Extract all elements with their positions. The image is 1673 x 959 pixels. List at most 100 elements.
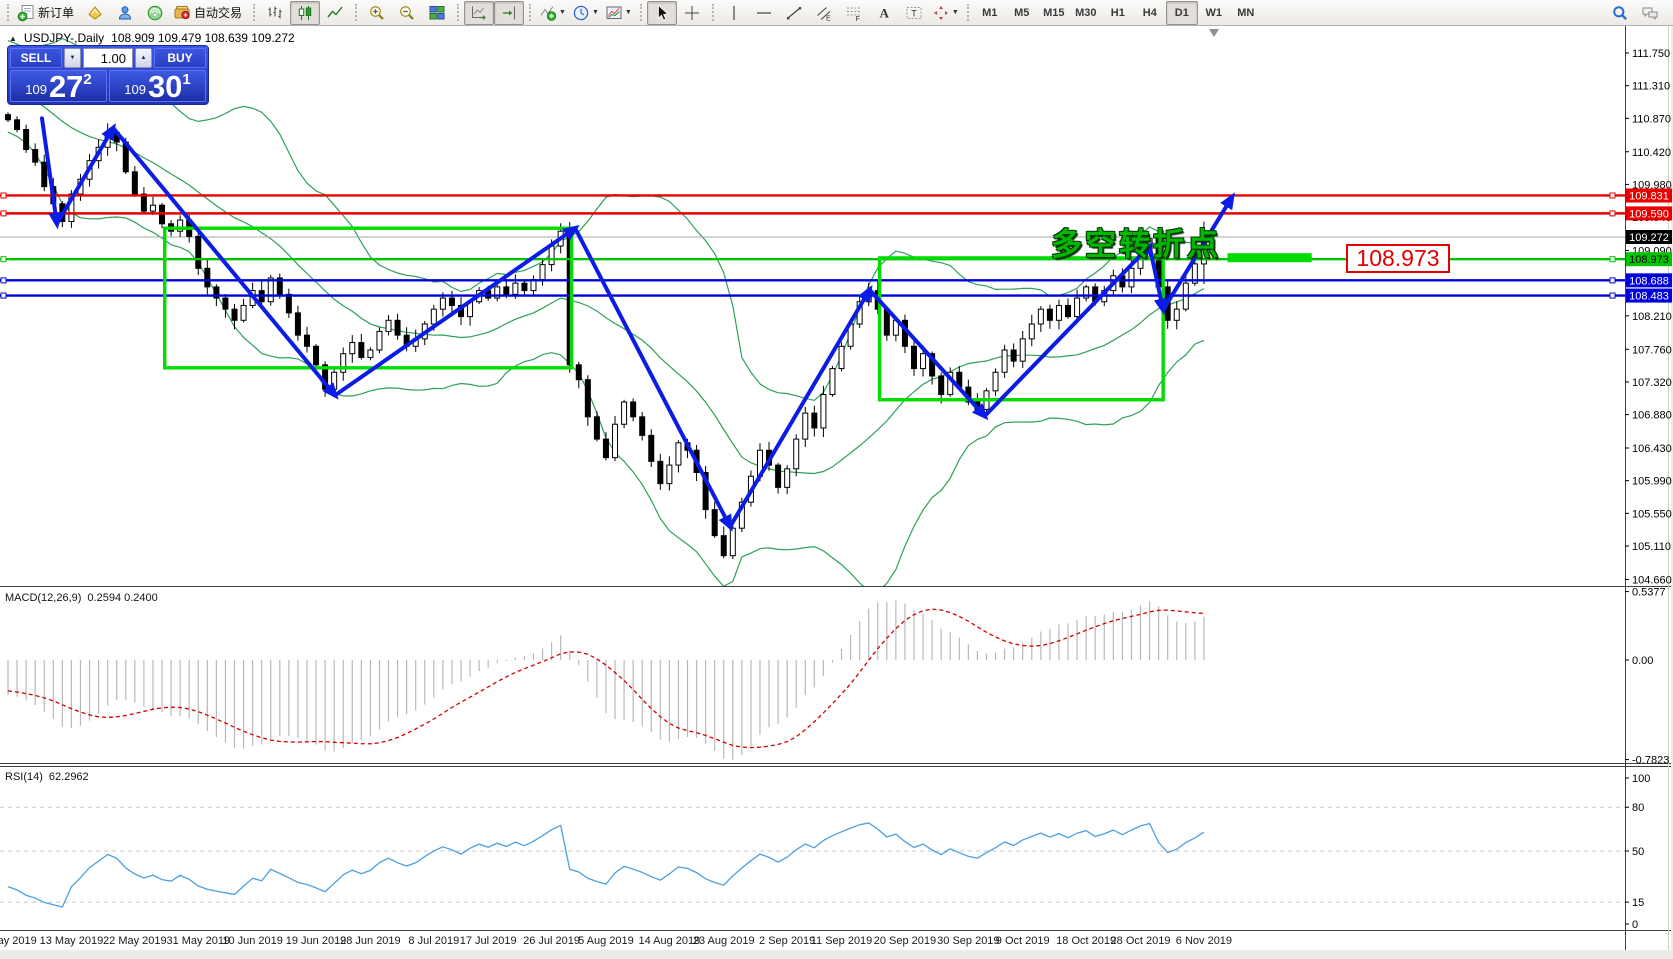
horizontal-line-108.483[interactable]: [0, 292, 1625, 299]
templates-menu-button[interactable]: ▼: [602, 1, 635, 25]
market-watch-button[interactable]: [80, 1, 110, 25]
svg-text:109.272: 109.272: [1629, 232, 1669, 244]
zoom-in-button[interactable]: [362, 1, 392, 25]
horizontal-line-109.590[interactable]: [0, 210, 1625, 217]
main-chart-plot[interactable]: [0, 37, 1625, 592]
volume-input[interactable]: [83, 48, 133, 68]
candlestick-chart-button[interactable]: [290, 0, 321, 25]
new-order-icon: [17, 4, 35, 22]
svg-text:F: F: [855, 16, 859, 22]
text-label-icon: T: [905, 4, 923, 22]
sell-price-button[interactable]: 109 27 2: [10, 70, 107, 102]
signals-button[interactable]: [140, 1, 170, 25]
chart-shift-button[interactable]: [494, 0, 525, 25]
fibonacci-tool-button[interactable]: F: [839, 1, 869, 25]
button-label: 新订单: [38, 6, 75, 20]
periods-menu-button[interactable]: ▼: [569, 1, 602, 25]
timeframe-mn-button[interactable]: MN: [1230, 1, 1262, 25]
line-handle[interactable]: [1609, 256, 1616, 263]
macd-indicator: [7, 600, 1205, 760]
support-resistance-box[interactable]: [163, 226, 574, 370]
buy-button[interactable]: BUY: [154, 48, 206, 68]
toolbar-grip: [711, 4, 714, 21]
fibonacci-icon: F: [845, 4, 863, 22]
collapse-panel-icon[interactable]: ▲: [9, 33, 17, 43]
turning-point-annotation[interactable]: 多空转折点: [1051, 227, 1221, 263]
crosshair-tool-button[interactable]: [677, 1, 707, 25]
new-order-button[interactable]: 新订单: [14, 1, 80, 25]
horizontal-line-108.688[interactable]: [0, 277, 1625, 284]
vertical-line-tool-button[interactable]: [719, 1, 749, 25]
chat-icon: [116, 4, 134, 22]
search-button[interactable]: [1605, 1, 1635, 25]
candle-chart-icon: [296, 4, 314, 22]
button-label: MN: [1237, 6, 1255, 19]
text-icon: A: [875, 4, 893, 22]
price-level-label[interactable]: 108.973: [1346, 244, 1450, 273]
bar-chart-button[interactable]: [260, 1, 290, 25]
line-handle[interactable]: [0, 192, 7, 199]
horizontal-line-109.831[interactable]: [0, 192, 1625, 199]
line-handle[interactable]: [0, 210, 7, 217]
text-label-tool-button[interactable]: T: [899, 1, 929, 25]
macd-name: MACD(12,26,9): [5, 592, 82, 604]
button-label: H4: [1142, 6, 1157, 19]
auto-scroll-button[interactable]: [464, 0, 495, 25]
volume-decrease-button[interactable]: ▼: [64, 48, 81, 68]
equidistant-channel-tool-button[interactable]: E: [809, 1, 839, 25]
zigzag-trend-arrows[interactable]: [39, 116, 1235, 532]
line-handle[interactable]: [1609, 192, 1616, 199]
timeframe-m15-button[interactable]: M15: [1038, 1, 1070, 25]
line-handle[interactable]: [0, 292, 7, 299]
shift-marker: [1209, 29, 1219, 37]
line-handle[interactable]: [0, 256, 7, 263]
bar-chart-icon: [266, 4, 284, 22]
svg-text:3 May 2019: 3 May 2019: [0, 935, 37, 947]
button-label: D1: [1174, 6, 1189, 19]
timeframe-w1-button[interactable]: W1: [1198, 1, 1230, 25]
auto-trading-button[interactable]: 自动交易: [170, 1, 248, 25]
support-resistance-box[interactable]: [877, 256, 1165, 402]
timeframe-h4-button[interactable]: H4: [1134, 1, 1166, 25]
line-handle[interactable]: [1609, 292, 1616, 299]
horizontal-line-tool-button[interactable]: [749, 1, 779, 25]
svg-text:107.760: 107.760: [1632, 344, 1672, 356]
dropdown-caret-icon: ▼: [951, 9, 959, 16]
search-icon: [1611, 4, 1629, 22]
dropdown-caret-icon: ▼: [591, 9, 599, 16]
tile-windows-button[interactable]: [422, 1, 452, 25]
main-toolbar: 新订单 自动交易 ▼ ▼ ▼ E F A T ▼ M1 M5 M15 M30 H1 H4 D1 W1 MN: [0, 0, 1673, 26]
line-handle[interactable]: [1609, 210, 1616, 217]
svg-text:23 Aug 2019: 23 Aug 2019: [693, 935, 755, 947]
svg-text:105.550: 105.550: [1632, 508, 1672, 520]
macd-axis: 0.5377 0.00 -0.7823: [1625, 587, 1669, 767]
volume-increase-button[interactable]: ▲: [135, 48, 152, 68]
timeframe-d1-button[interactable]: D1: [1165, 0, 1198, 25]
line-chart-button[interactable]: [320, 1, 350, 25]
timeframe-h1-button[interactable]: H1: [1102, 1, 1134, 25]
svg-text:108.973: 108.973: [1629, 254, 1669, 266]
timeframe-m1-button[interactable]: M1: [974, 1, 1006, 25]
timeframe-m30-button[interactable]: M30: [1070, 1, 1102, 25]
channel-icon: E: [815, 4, 833, 22]
line-handle[interactable]: [0, 277, 7, 284]
zoom-out-button[interactable]: [392, 1, 422, 25]
toolbar-grip: [529, 4, 532, 21]
text-tool-button[interactable]: A: [869, 1, 899, 25]
trendline-tool-button[interactable]: [779, 1, 809, 25]
community-chat-button[interactable]: [110, 1, 140, 25]
sell-button[interactable]: SELL: [10, 48, 62, 68]
rsi-axis: 100 80 50 15 0: [1625, 773, 1650, 931]
feedback-button[interactable]: [1635, 1, 1665, 25]
indicators-menu-button[interactable]: ▼: [536, 1, 569, 25]
svg-text:80: 80: [1632, 802, 1644, 814]
buy-price-button[interactable]: 109 30 1: [109, 70, 206, 102]
arrows-tool-button[interactable]: ▼: [929, 1, 962, 25]
turning-point-highlight[interactable]: [1227, 253, 1312, 263]
svg-text:111.310: 111.310: [1632, 81, 1670, 93]
cursor-tool-button[interactable]: [646, 0, 677, 25]
line-handle[interactable]: [1609, 277, 1616, 284]
timeframe-m5-button[interactable]: M5: [1006, 1, 1038, 25]
